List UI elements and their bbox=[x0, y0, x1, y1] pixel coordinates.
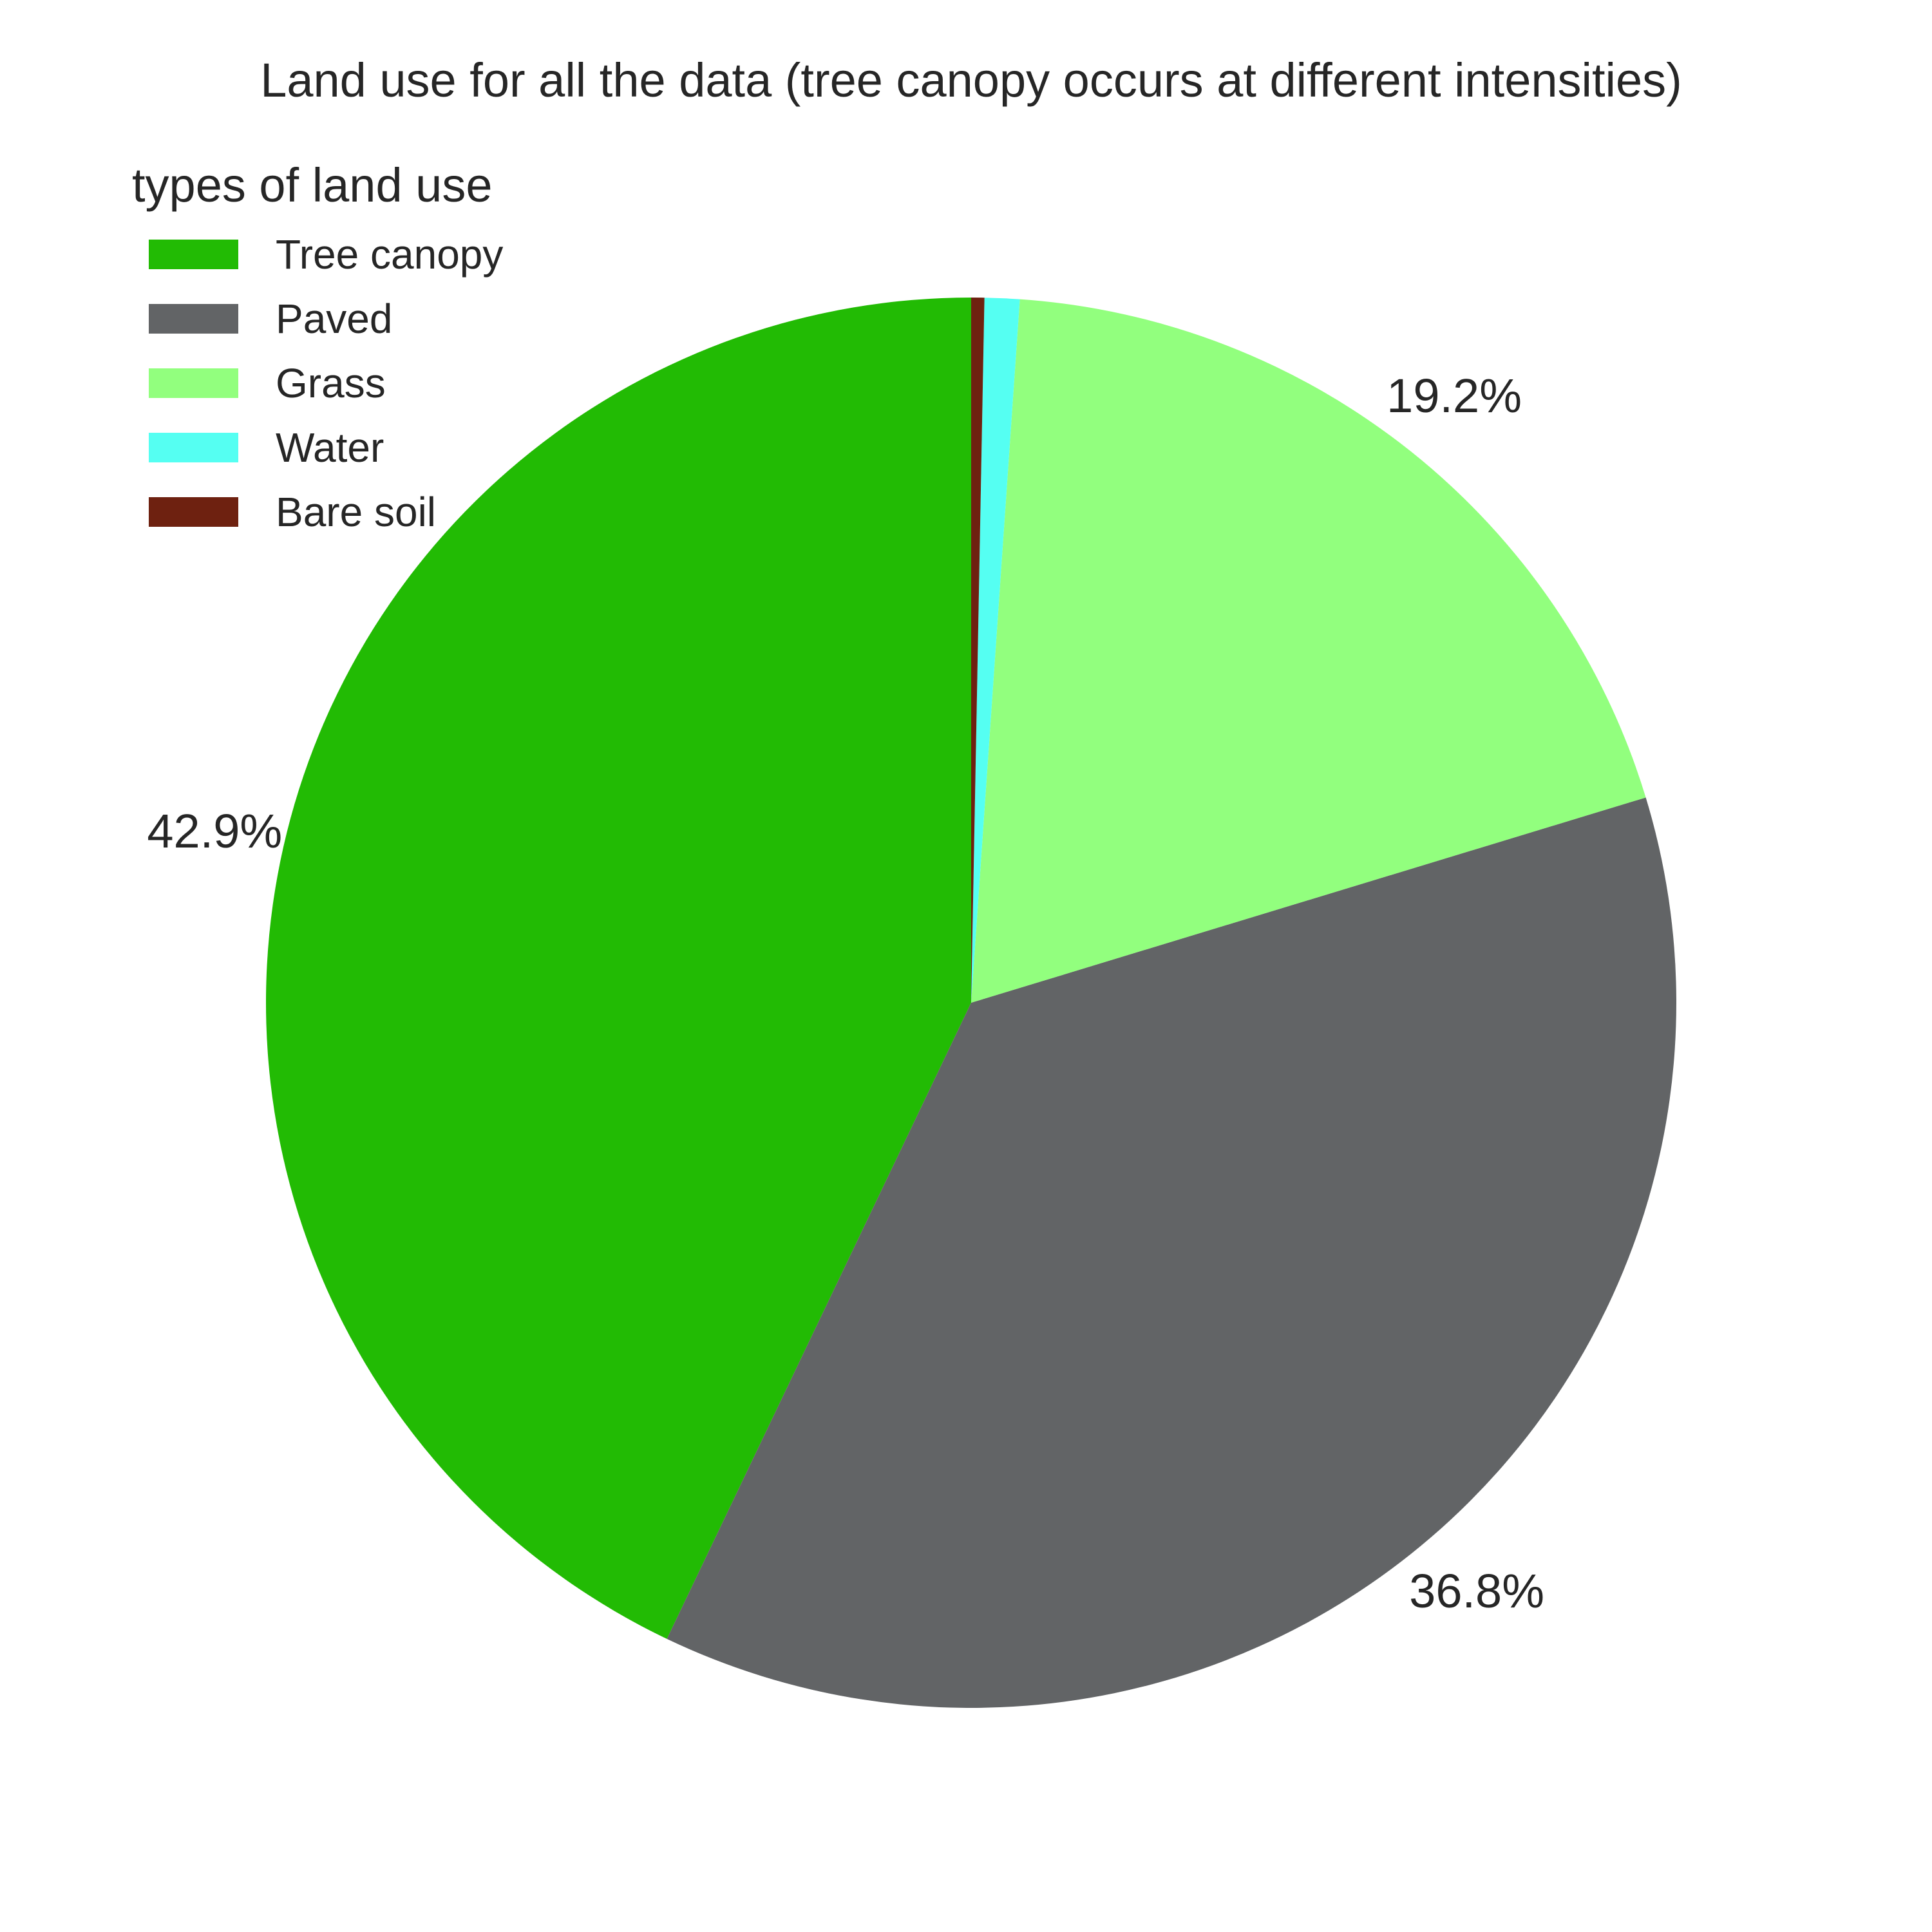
pie-slice-paved bbox=[667, 797, 1676, 1709]
pie-slice-water bbox=[971, 298, 1020, 1003]
pie-slices bbox=[265, 297, 1676, 1709]
legend-label: Tree canopy bbox=[276, 231, 503, 278]
legend-item: Grass bbox=[149, 360, 386, 406]
legend: types of land use Tree canopy Paved Grass W… bbox=[132, 158, 503, 535]
slice-labels: 42.9% 36.8% 19.2% bbox=[147, 369, 1544, 1618]
legend-label: Bare soil bbox=[276, 489, 436, 535]
legend-item: Paved bbox=[149, 296, 392, 342]
legend-label: Paved bbox=[276, 296, 392, 342]
pie-slice-grass bbox=[971, 299, 1646, 1003]
slice-label-grass: 19.2% bbox=[1387, 369, 1522, 422]
legend-item: Tree canopy bbox=[149, 231, 503, 278]
slice-label-paved: 36.8% bbox=[1409, 1564, 1544, 1618]
legend-label: Water bbox=[276, 424, 384, 471]
legend-label: Grass bbox=[276, 360, 386, 406]
pie-slice-tree-canopy bbox=[265, 298, 972, 1639]
chart-title: Land use for all the data (tree canopy o… bbox=[260, 53, 1682, 107]
legend-item: Bare soil bbox=[149, 489, 436, 535]
legend-swatch bbox=[149, 368, 238, 398]
legend-swatch bbox=[149, 240, 238, 269]
legend-swatch bbox=[149, 497, 238, 527]
legend-items: Tree canopy Paved Grass Water Bare soil bbox=[149, 231, 503, 535]
legend-swatch bbox=[149, 433, 238, 462]
legend-title: types of land use bbox=[132, 158, 492, 212]
legend-item: Water bbox=[149, 424, 384, 471]
pie-slice-bare-soil bbox=[971, 297, 985, 1003]
slice-label-tree-canopy: 42.9% bbox=[147, 804, 282, 858]
legend-swatch bbox=[149, 304, 238, 334]
